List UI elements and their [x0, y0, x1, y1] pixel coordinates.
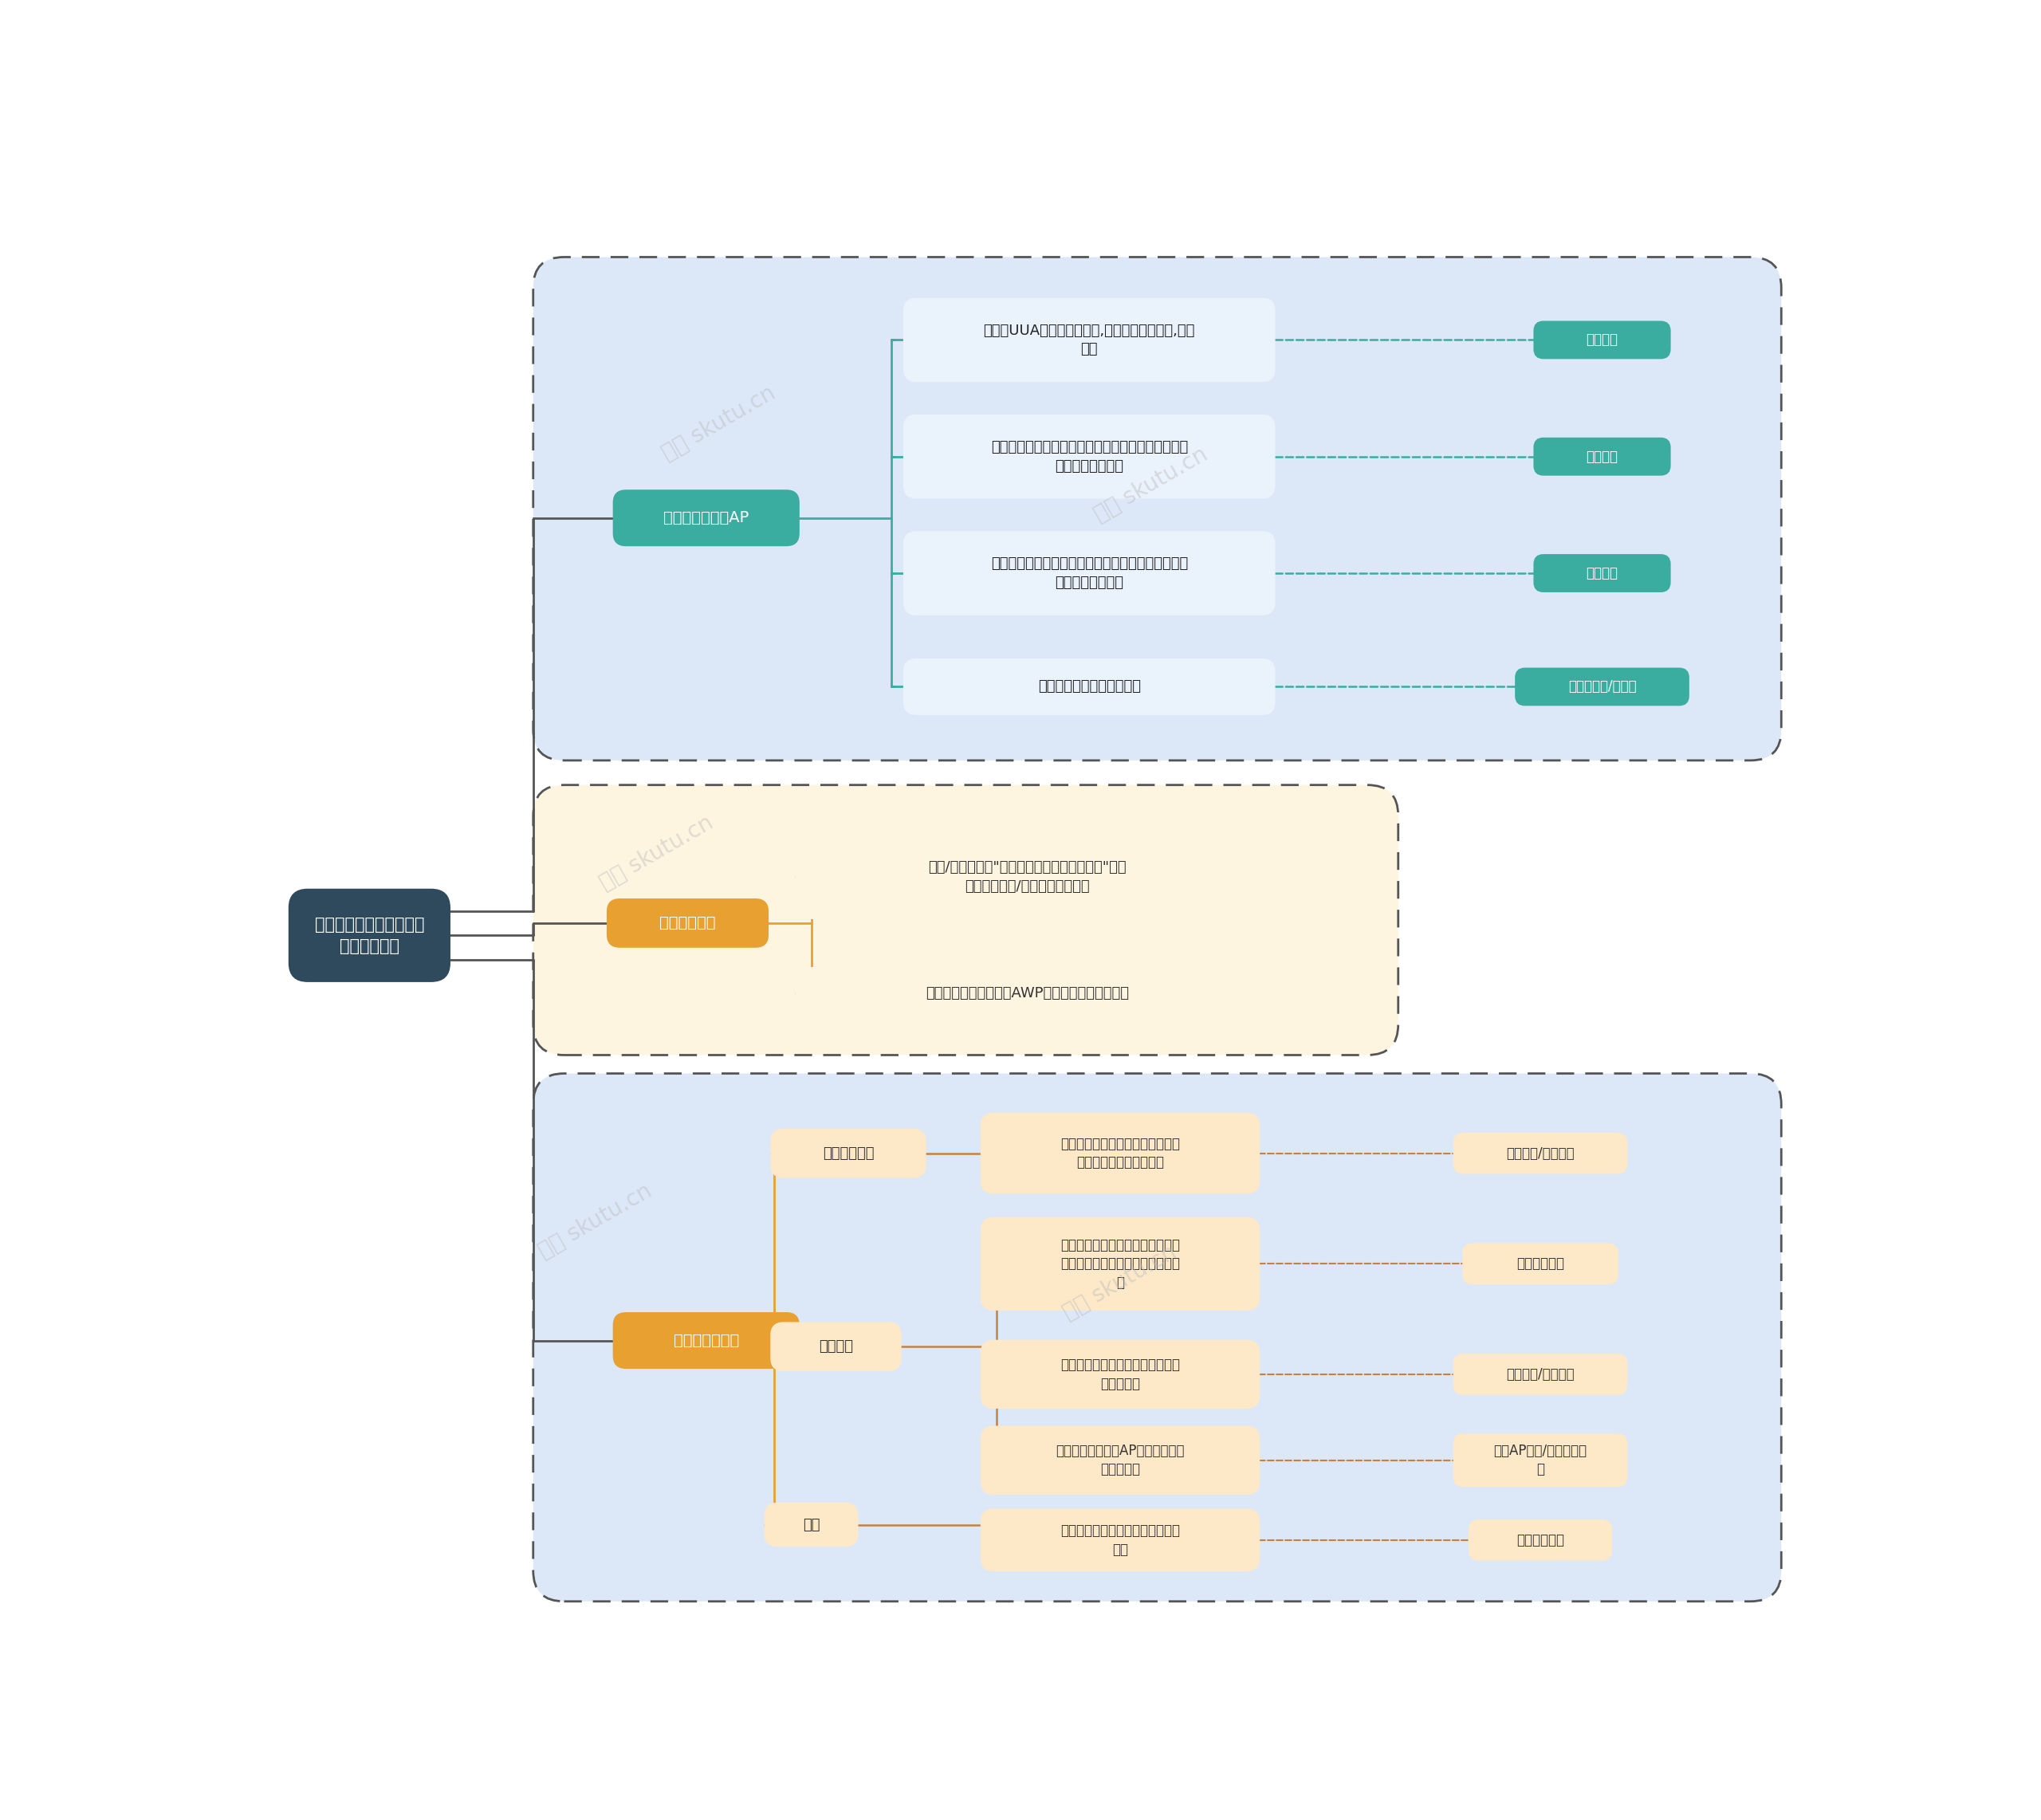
- FancyBboxPatch shape: [290, 890, 449, 981]
- FancyBboxPatch shape: [1535, 555, 1670, 592]
- FancyBboxPatch shape: [1453, 1354, 1627, 1394]
- FancyBboxPatch shape: [796, 835, 1259, 919]
- FancyBboxPatch shape: [904, 415, 1276, 499]
- FancyBboxPatch shape: [608, 899, 767, 946]
- FancyBboxPatch shape: [1453, 1434, 1627, 1487]
- Text: 树图 skutu.cn: 树图 skutu.cn: [1090, 442, 1212, 526]
- FancyBboxPatch shape: [771, 1130, 925, 1178]
- FancyBboxPatch shape: [533, 257, 1782, 761]
- Text: 讨论目的: 讨论目的: [818, 1340, 853, 1354]
- Text: 项目组成员分享关于财报易于发生
由舞弊导致重大错报方式和领域见
解: 项目组成员分享关于财报易于发生 由舞弊导致重大错报方式和领域见 解: [1061, 1238, 1180, 1290]
- Text: 讨论重点内容: 讨论重点内容: [823, 1147, 874, 1161]
- Text: 树图 skutu.cn: 树图 skutu.cn: [657, 382, 780, 464]
- FancyBboxPatch shape: [1535, 322, 1670, 359]
- FancyBboxPatch shape: [1453, 1134, 1627, 1174]
- FancyBboxPatch shape: [904, 298, 1276, 382]
- Text: 识别和评估舞弊风险基于
收入舞弊假设: 识别和评估舞弊风险基于 收入舞弊假设: [314, 917, 425, 954]
- Text: 识别和评估实施AP: 识别和评估实施AP: [663, 510, 749, 526]
- Text: 考虑错报可能性及重大程度: 考虑错报可能性及重大程度: [1037, 679, 1141, 693]
- FancyBboxPatch shape: [904, 659, 1276, 715]
- FancyBboxPatch shape: [904, 531, 1276, 615]
- FancyBboxPatch shape: [765, 1503, 857, 1547]
- Text: 树图 skutu.cn: 树图 skutu.cn: [596, 812, 718, 894]
- FancyBboxPatch shape: [533, 1074, 1782, 1602]
- Text: 识别/评估中风应"基于收入确认存在舞弊风险"评价
那些类型收入/认定导致舞弊风险: 识别/评估中风应"基于收入确认存在舞弊风险"评价 那些类型收入/认定导致舞弊风险: [929, 861, 1127, 894]
- Text: 树图 skutu.cn: 树图 skutu.cn: [535, 1179, 655, 1263]
- FancyBboxPatch shape: [1535, 439, 1670, 475]
- Text: 未基于此假设时，应在AWP中说明得出该结论理由: 未基于此假设时，应在AWP中说明得出该结论理由: [927, 986, 1129, 1001]
- FancyBboxPatch shape: [982, 1341, 1259, 1409]
- FancyBboxPatch shape: [982, 1114, 1259, 1194]
- FancyBboxPatch shape: [1470, 1520, 1612, 1560]
- FancyBboxPatch shape: [982, 1218, 1259, 1310]
- Text: 识别风险: 识别风险: [1586, 333, 1619, 348]
- Text: 评估识别出的风险，评价是否广泛与财报整体相关，
潜在影响多项认定: 评估识别出的风险，评价是否广泛与财报整体相关， 潜在影响多项认定: [990, 440, 1188, 473]
- FancyBboxPatch shape: [1516, 668, 1688, 704]
- Text: 确定如何共享实施AP结果及如何处
理舞弊指控: 确定如何共享实施AP结果及如何处 理舞弊指控: [1055, 1443, 1184, 1476]
- Text: 持续交换舞弊风险评估及应对程序
信息: 持续交换舞弊风险评估及应对程序 信息: [1061, 1523, 1180, 1556]
- Text: 考虑适当应对措施，确定如何分派
项目组成员: 考虑适当应对措施，确定如何分派 项目组成员: [1061, 1358, 1180, 1390]
- Text: 收入舞弊假设: 收入舞弊假设: [659, 915, 716, 930]
- FancyBboxPatch shape: [1463, 1243, 1619, 1283]
- Text: 方式领域见解: 方式领域见解: [1516, 1256, 1563, 1270]
- Text: 持续交换信息: 持续交换信息: [1516, 1532, 1563, 1547]
- Text: 共享AP结果/处理舞弊指
控: 共享AP结果/处理舞弊指 控: [1494, 1443, 1588, 1476]
- FancyBboxPatch shape: [771, 1323, 900, 1370]
- Text: 树图 skutu.cn: 树图 skutu.cn: [1059, 1241, 1182, 1323]
- FancyBboxPatch shape: [796, 968, 1259, 1019]
- Text: 方式领域/如何发生: 方式领域/如何发生: [1506, 1147, 1574, 1161]
- FancyBboxPatch shape: [982, 1427, 1259, 1494]
- Text: 财报易于发生舞弊导致重大错报方
式和领域＋可能如何发生: 财报易于发生舞弊导致重大错报方 式和领域＋可能如何发生: [1061, 1138, 1180, 1170]
- Text: 认定中风: 认定中风: [1586, 566, 1619, 581]
- Text: 整体中风: 整体中风: [1586, 450, 1619, 464]
- Text: 错报可能性/重大性: 错报可能性/重大性: [1567, 679, 1637, 693]
- FancyBboxPatch shape: [614, 1312, 798, 1369]
- FancyBboxPatch shape: [982, 1509, 1259, 1571]
- Text: 方式: 方式: [802, 1518, 820, 1532]
- Text: 应对措施/分配成员: 应对措施/分配成员: [1506, 1367, 1574, 1381]
- FancyBboxPatch shape: [533, 784, 1398, 1056]
- Text: 项目组内部讨论: 项目组内部讨论: [674, 1332, 739, 1349]
- FancyBboxPatch shape: [614, 490, 798, 546]
- Text: 在了解UUA及其环境过程中,结合三类事项考虑,识别
风险: 在了解UUA及其环境过程中,结合三类事项考虑,识别 风险: [984, 324, 1196, 357]
- Text: 结合对拟测试相关控制考虑，将识别出的风险与认定
层次错报领域联系: 结合对拟测试相关控制考虑，将识别出的风险与认定 层次错报领域联系: [990, 557, 1188, 590]
